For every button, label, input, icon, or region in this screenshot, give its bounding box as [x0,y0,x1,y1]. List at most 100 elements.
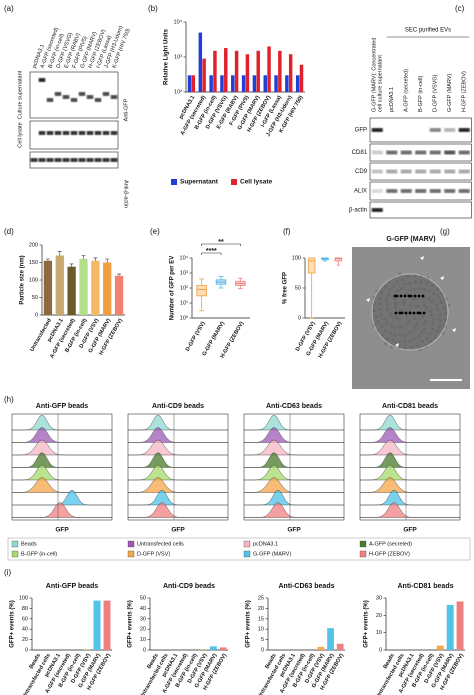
histogram-ridge [243,439,344,456]
bar [191,75,196,92]
panel-label: (i) [4,568,11,577]
arrowhead [452,328,456,332]
blot-band [444,169,456,174]
histogram-ridge [12,427,112,443]
blot-band [429,169,441,174]
y-tick-label: 30 [140,616,146,622]
bar [336,643,344,650]
bar [234,50,239,92]
lane-label: D-GFP (VSVG) [433,74,439,112]
bar [220,75,224,92]
bar [55,255,64,315]
histogram-ridge [360,452,460,468]
blot-band [415,169,427,174]
gold-particle [399,294,403,298]
blot-band [94,158,102,162]
y-tick-label: 10 [140,637,146,643]
y-tick-label: 100 [292,255,301,261]
y-tick-label: 0 [379,647,382,653]
em-texture [384,341,388,346]
antibody-label: Anti-GFP [123,98,129,121]
error-bar [117,273,122,276]
error-bar [81,255,86,259]
gold-particle [409,294,413,298]
error-bar [45,258,50,261]
bar [285,75,289,92]
legend-label: Supernatant [180,179,219,186]
arrowhead [420,256,424,260]
blot-band [54,131,62,135]
x-axis-label: GFP [403,527,417,534]
bar [317,646,325,650]
blot-band [371,128,383,132]
y-axis-label: GFP+ events (%) [364,600,370,648]
lane-label: cell culture supernatant [378,55,384,112]
blot-frame [369,143,472,162]
y-tick-label: 20 [140,627,146,633]
blot-band [386,150,398,155]
gold-particle [416,311,420,315]
panel-label: (g) [440,227,450,236]
blot-frame [29,120,119,150]
blot-band [46,131,54,135]
chart-title: Anti-CD81 beads [397,583,453,590]
blot-band [54,158,62,162]
x-axis-label: GFP [171,527,185,534]
blot-band [102,158,110,162]
blot-band [371,169,383,174]
box [334,257,343,262]
row-label: GFP [355,128,367,134]
histogram-ridge [360,502,460,518]
y-tick-label: 10² [174,89,182,95]
legend-swatch [11,550,19,558]
histogram-ridge [128,427,228,443]
significance-bracket [201,252,222,255]
legend-label: G-GFP (MARV) [253,551,291,557]
y-tick-label: 60 [22,616,28,622]
panel-label: (e) [150,227,160,236]
y-tick-label: 5 [261,637,264,643]
histogram-ridge [243,477,344,493]
blot-band [415,150,427,155]
histogram-ridge [12,502,112,518]
x-axis-label: GFP [55,527,69,534]
blot-band [62,131,70,135]
bar [327,628,334,650]
error-bar [57,251,62,256]
em-texture [447,303,451,307]
panel-title: Anti-CD81 beads [382,403,438,410]
lane-label: B-GFP (in-cell) [418,76,424,112]
blot-band [86,131,94,135]
gold-particle [407,294,411,298]
bar [278,50,282,92]
histogram-ridge [244,502,344,518]
y-tick-label: 20 [376,613,382,619]
antibody-label: Anti-β-actin [123,180,129,208]
blot-band [110,158,118,162]
gold-particle [408,311,412,315]
bar [219,647,227,650]
blot-band [62,95,70,99]
panel-label: (a) [4,4,14,13]
histogram-ridge [128,464,228,481]
histogram-ridge [244,464,344,481]
lane-label: G-GFP (MARV) [447,74,453,112]
x-tick-label: D-GFP (VSV) [185,321,207,353]
blot-band [400,169,412,174]
bar [436,645,444,650]
significance-bracket [201,243,241,246]
histogram-ridge [11,477,112,493]
y-tick-label: 100 [29,277,38,283]
y-tick-label: 15 [258,616,264,622]
histogram-ridge [12,464,112,481]
bar [202,58,206,92]
legend-swatch [127,540,135,548]
plot-frame [243,413,345,521]
legend-swatch [359,550,367,558]
y-tick-label: 0 [298,315,301,321]
bar [267,46,271,92]
legend-swatch [171,179,177,185]
blot-band [94,98,102,102]
blot-band [70,131,78,135]
